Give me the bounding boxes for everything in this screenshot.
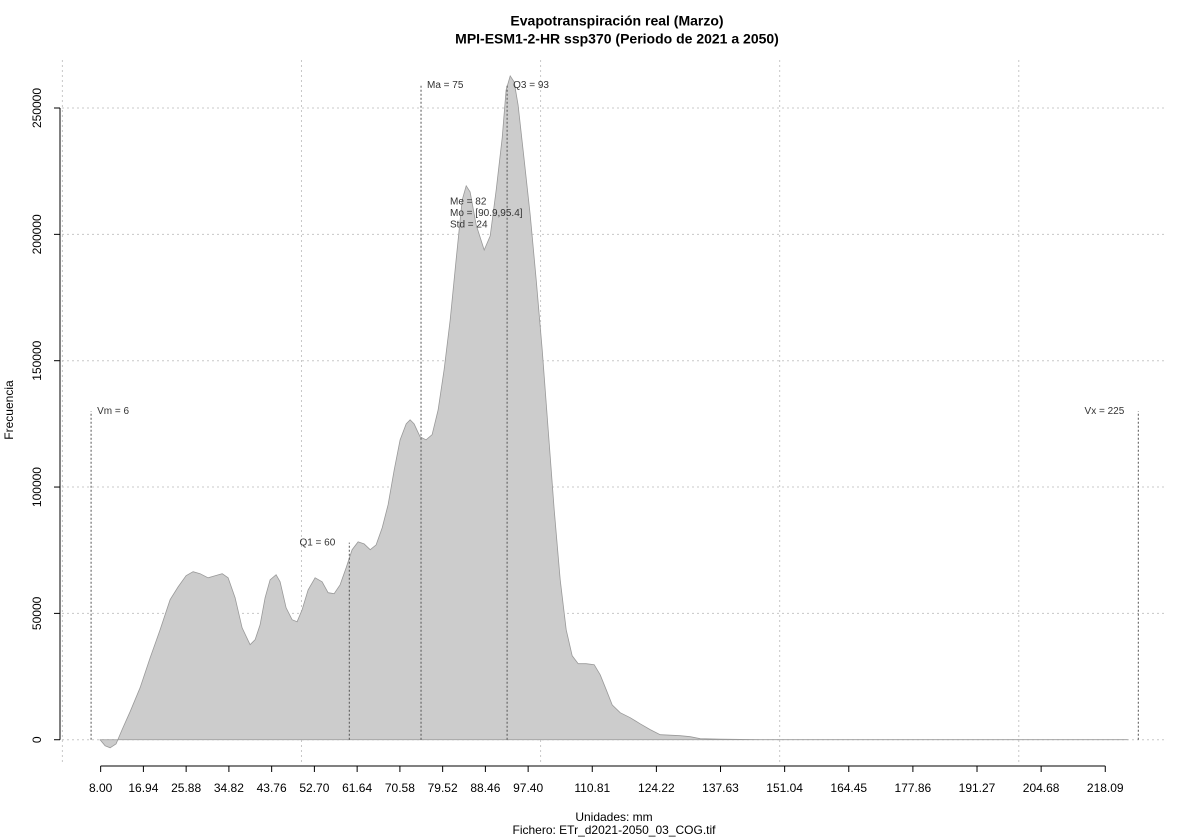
x-tick-label: 151.04 bbox=[766, 781, 803, 795]
stat-label: Mo = [90.9,95.4] bbox=[450, 208, 523, 219]
x-tick-label: 52.70 bbox=[299, 781, 329, 795]
x-tick-label: 177.86 bbox=[895, 781, 932, 795]
x-tick-label: 218.09 bbox=[1087, 781, 1124, 795]
x-tick-label: 204.68 bbox=[1023, 781, 1060, 795]
x-tick-label: 61.64 bbox=[342, 781, 372, 795]
stat-label: Std = 24 bbox=[450, 220, 488, 231]
x-tick-label: 164.45 bbox=[830, 781, 867, 795]
file-label: Fichero: ETr_d2021-2050_03_COG.tif bbox=[513, 823, 717, 837]
marker-label: Vx = 225 bbox=[1085, 406, 1125, 417]
x-tick-label: 70.58 bbox=[385, 781, 415, 795]
y-tick-label: 100000 bbox=[30, 467, 44, 507]
x-tick-label: 8.00 bbox=[89, 781, 113, 795]
chart-subtitle: MPI-ESM1-2-HR ssp370 (Periodo de 2021 a … bbox=[455, 31, 779, 47]
marker-label: Q1 = 60 bbox=[299, 537, 335, 548]
density-area bbox=[99, 74, 1128, 749]
y-tick-label: 250000 bbox=[30, 88, 44, 128]
marker-label: Q3 = 93 bbox=[513, 80, 549, 91]
y-tick-label: 0 bbox=[30, 736, 44, 743]
y-tick-label: 150000 bbox=[30, 340, 44, 380]
x-tick-label: 124.22 bbox=[638, 781, 675, 795]
stat-label: Me = 82 bbox=[450, 197, 487, 208]
y-tick-label: 200000 bbox=[30, 214, 44, 254]
chart-title: Evapotranspiración real (Marzo) bbox=[510, 13, 723, 29]
x-axis-label: Unidades: mm bbox=[575, 810, 652, 824]
x-tick-label: 16.94 bbox=[128, 781, 158, 795]
x-tick-label: 88.46 bbox=[470, 781, 500, 795]
x-tick-label: 191.27 bbox=[959, 781, 996, 795]
x-tick-label: 25.88 bbox=[171, 781, 201, 795]
y-axis-label: Frecuencia bbox=[2, 380, 16, 440]
x-tick-label: 97.40 bbox=[513, 781, 543, 795]
marker-label: Ma = 75 bbox=[427, 80, 464, 91]
y-tick-label: 50000 bbox=[30, 596, 44, 630]
marker-label: Vm = 6 bbox=[97, 406, 129, 417]
x-tick-label: 79.52 bbox=[428, 781, 458, 795]
x-tick-label: 34.82 bbox=[214, 781, 244, 795]
x-tick-label: 43.76 bbox=[257, 781, 287, 795]
x-tick-label: 110.81 bbox=[574, 781, 610, 795]
x-tick-label: 137.63 bbox=[702, 781, 739, 795]
